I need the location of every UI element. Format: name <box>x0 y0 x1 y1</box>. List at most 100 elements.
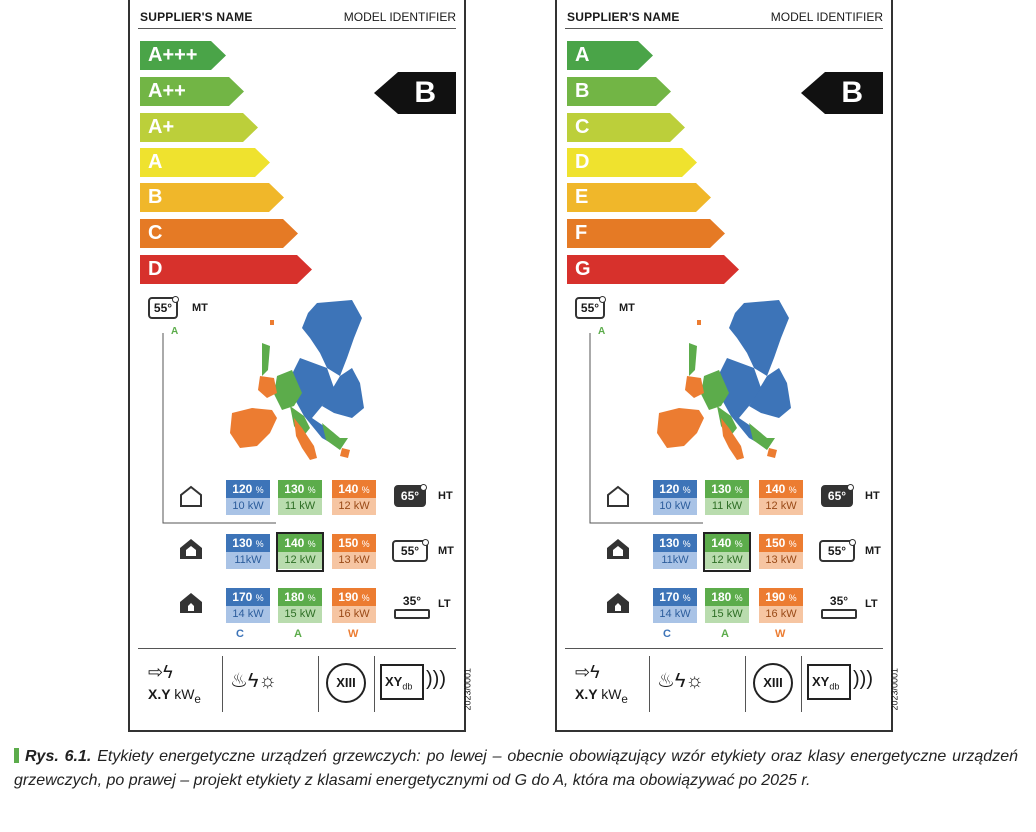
cell-percent: 170 <box>659 590 680 604</box>
ht-temp-value: 65° <box>827 489 847 503</box>
house-icon-mt <box>607 539 629 559</box>
percent-sign: % <box>255 485 264 495</box>
power-unit-sub: e <box>621 692 628 706</box>
noise-level-icon: XYdb <box>380 664 424 700</box>
percent-sign: % <box>255 539 264 549</box>
col-label-cold: C <box>663 628 671 640</box>
europe-climate-map <box>230 300 364 460</box>
col-label-average: A <box>294 628 302 640</box>
percent-sign: % <box>307 485 316 495</box>
caption-text: Etykiety energetyczne urządzeń grzewczyc… <box>14 748 1018 789</box>
cell-percent: 170 <box>232 590 253 604</box>
cell-percent: 140 <box>765 482 786 496</box>
sound-waves-icon: ))) <box>853 668 873 690</box>
percent-sign: % <box>255 593 264 603</box>
noise-value: XY <box>812 674 830 689</box>
cell-power: 10 kW <box>226 498 270 515</box>
cell-percent: 130 <box>659 536 680 550</box>
percent-sign: % <box>734 593 743 603</box>
regulation-roman-badge: XIII <box>753 663 793 703</box>
energy-label-current: SUPPLIER'S NAME MODEL IDENTIFIER A+++ A+… <box>128 0 473 732</box>
cell-power: 14 kW <box>653 606 697 623</box>
fuel-and-solar-icons: ♨ϟ☼ <box>657 670 704 692</box>
cell-percent: 150 <box>338 536 359 550</box>
noise-level-icon: XYdb <box>807 664 851 700</box>
supplier-name: SUPPLIER'S NAME <box>140 10 253 24</box>
power-value: X.Y kWe <box>575 686 628 706</box>
class-bar: A <box>567 41 653 70</box>
class-bar: A+ <box>140 113 258 142</box>
mt-row-temp-value: 55° <box>827 544 847 558</box>
cell-percent: 150 <box>765 536 786 550</box>
lt-temp-value: 35° <box>402 594 422 608</box>
underfloor-heating-icon <box>821 609 857 619</box>
caption-marker <box>14 748 19 763</box>
cell-percent: 180 <box>711 590 732 604</box>
mt-temp-value: 55° <box>580 301 600 315</box>
fuel-and-solar-icons: ♨ϟ☼ <box>230 670 277 692</box>
power-unit: kW <box>601 686 622 702</box>
row-mt-warm: 150 % 13 kW <box>332 534 376 570</box>
percent-sign: % <box>682 593 691 603</box>
mt-row-label: MT <box>438 545 454 557</box>
cell-percent: 120 <box>232 482 253 496</box>
class-bar: B <box>140 183 284 212</box>
noise-unit: db <box>402 681 413 692</box>
percent-sign: % <box>788 593 797 603</box>
row-lt-warm: 190 % 16 kW <box>332 588 376 624</box>
percent-sign: % <box>307 539 316 549</box>
row-lt-average: 180 % 15 kW <box>705 588 749 624</box>
percent-sign: % <box>361 485 370 495</box>
percent-sign: % <box>307 593 316 603</box>
electric-power-icon: ⇨ϟ <box>148 662 173 682</box>
row-lt-cold: 170 % 14 kW <box>226 588 270 624</box>
ht-label: HT <box>438 490 453 502</box>
cell-power: 12 kW <box>332 498 376 515</box>
mt-row-temp-value: 55° <box>400 544 420 558</box>
mt-row-temp-icon: 55° <box>392 539 429 562</box>
cell-percent: 130 <box>284 482 305 496</box>
percent-sign: % <box>682 539 691 549</box>
lt-temp-value: 35° <box>829 594 849 608</box>
cell-power: 14 kW <box>226 606 270 623</box>
row-ht-warm: 140 % 12 kW <box>332 480 376 516</box>
class-bar: D <box>140 255 312 284</box>
cell-power: 12 kW <box>278 552 322 569</box>
cell-power: 11kW <box>653 552 697 569</box>
cell-percent: 130 <box>232 536 253 550</box>
cell-power: 12 kW <box>759 498 803 515</box>
percent-sign: % <box>734 485 743 495</box>
footer-separator <box>745 656 746 712</box>
percent-sign: % <box>361 593 370 603</box>
connector-line <box>162 333 276 524</box>
mt-row-temp-icon: 55° <box>819 539 856 562</box>
cell-percent: 140 <box>711 536 732 550</box>
row-lt-cold: 170 % 14 kW <box>653 588 697 624</box>
percent-sign: % <box>788 539 797 549</box>
house-icon-ht <box>607 485 629 507</box>
col-label-average: A <box>721 628 729 640</box>
cell-power: 11 kW <box>705 498 749 515</box>
row-mt-cold: 130 % 11kW <box>653 534 697 570</box>
energy-label-proposed: SUPPLIER'S NAME MODEL IDENTIFIER A B C D… <box>555 0 900 732</box>
rating-arrow: B <box>801 72 883 114</box>
noise-value: XY <box>385 674 403 689</box>
house-icon-ht <box>180 485 202 507</box>
row-ht-cold: 120 % 10 kW <box>226 480 270 516</box>
house-icon-lt <box>180 593 202 613</box>
row-mt-average-selected: 140 % 12 kW <box>276 532 324 572</box>
electric-power-icon: ⇨ϟ <box>575 662 600 682</box>
footer-divider <box>565 648 883 649</box>
col-label-warm: W <box>348 628 359 640</box>
cell-power: 13 kW <box>332 552 376 569</box>
rating-arrow: B <box>374 72 456 114</box>
cell-percent: 190 <box>765 590 786 604</box>
footer-separator <box>649 656 650 712</box>
cell-power: 16 kW <box>332 606 376 623</box>
percent-sign: % <box>361 539 370 549</box>
ht-temp-value: 65° <box>400 489 420 503</box>
cell-power: 12 kW <box>705 552 749 569</box>
mt-temp-icon: 55° <box>575 296 606 319</box>
footer-separator <box>801 656 802 712</box>
row-ht-warm: 140 % 12 kW <box>759 480 803 516</box>
